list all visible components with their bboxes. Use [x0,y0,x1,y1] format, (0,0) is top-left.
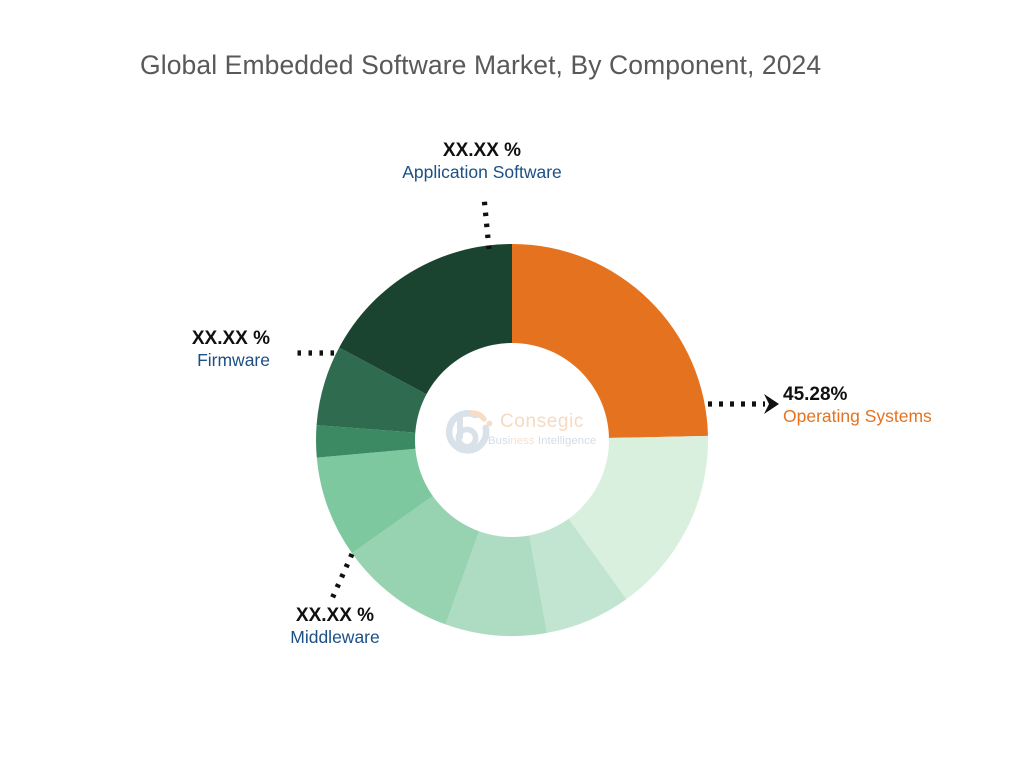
callout-operating-systems: 45.28% Operating Systems [783,383,932,428]
leader-line-middleware [328,552,355,603]
donut-center-hole [415,343,609,537]
callout-label-firmware: Firmware [197,350,270,371]
callout-firmware: XX.XX % Firmware [160,327,270,372]
callout-label-application-software: Application Software [402,162,562,183]
leader-arrowhead-operating-systems [764,394,779,414]
callout-percent-application-software: XX.XX % [442,140,522,161]
callout-label-operating-systems: Operating Systems [783,406,932,427]
callout-percent-middleware: XX.XX % [295,605,375,626]
callout-percent-operating-systems: 45.28% [783,384,848,405]
callout-label-middleware: Middleware [290,627,380,648]
callout-percent-firmware: XX.XX % [191,328,270,349]
page-title: Global Embedded Software Market, By Comp… [140,50,822,80]
leader-line-application-software [481,196,492,250]
callout-middleware: XX.XX % Middleware [245,604,425,649]
donut-slice[interactable] [445,440,548,637]
callout-application-software: XX.XX % Application Software [382,139,582,184]
donut-slice[interactable] [316,425,512,458]
